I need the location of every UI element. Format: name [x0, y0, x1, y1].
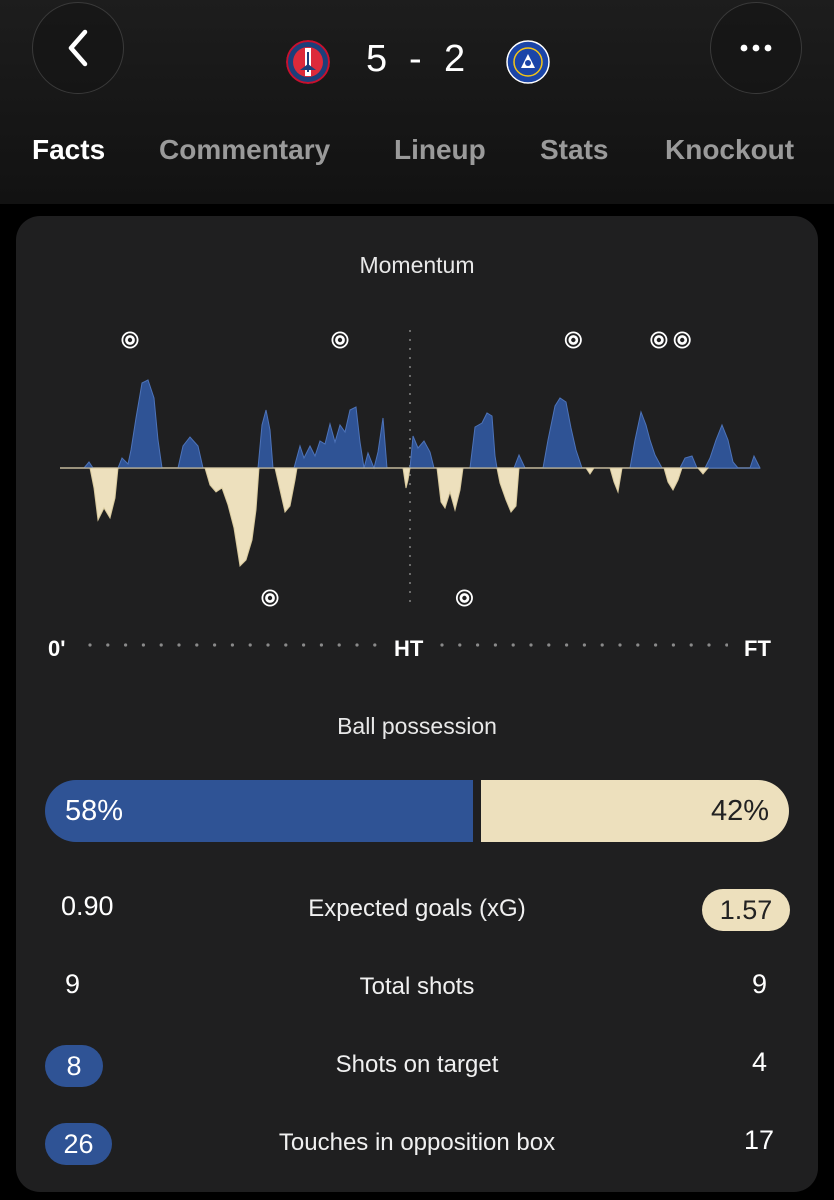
home-goal-football-icon	[650, 331, 668, 349]
tab-knockout[interactable]: Knockout	[665, 134, 795, 165]
possession-home-value: 58%	[65, 794, 124, 827]
chevron-left-icon	[68, 29, 88, 67]
away-score: 2	[444, 38, 467, 80]
home-score: 5	[366, 38, 389, 80]
possession-home-bar: 58%	[45, 780, 473, 842]
home-goal-football-icon	[564, 331, 582, 349]
more-horizontal-icon	[740, 44, 772, 52]
stat-label: Expected goals (xG)	[308, 895, 526, 922]
tab-facts[interactable]: Facts	[32, 134, 106, 165]
stat-home-value: 9	[65, 969, 81, 999]
tab-commentary[interactable]: Commentary	[159, 134, 331, 165]
match-header: 5 - 2 Facts Commentary Lineup Stats Knoc…	[0, 0, 834, 204]
possession-away-bar: 42%	[481, 780, 789, 842]
tab-lineup[interactable]: Lineup	[394, 134, 486, 165]
possession-away-value: 42%	[710, 794, 769, 827]
stat-away-value: 17	[744, 1125, 775, 1155]
away-goal-football-icon	[261, 589, 279, 607]
momentum-away-area	[60, 467, 710, 568]
stat-label: Touches in opposition box	[278, 1129, 556, 1156]
facts-card	[16, 216, 818, 1192]
chelsea-crest-icon	[506, 40, 550, 84]
possession-title: Ball possession	[337, 713, 497, 739]
stat-away-value: 9	[752, 969, 768, 999]
momentum-chart	[60, 330, 761, 608]
home-goal-football-icon	[121, 331, 139, 349]
home-goal-football-icon	[331, 331, 349, 349]
more-button[interactable]	[710, 2, 802, 94]
momentum-title: Momentum	[359, 252, 475, 278]
stat-label: Shots on target	[335, 1051, 499, 1078]
axis-dots-second-half	[440, 643, 728, 647]
back-button[interactable]	[32, 2, 124, 94]
axis-dots-first-half	[88, 643, 377, 647]
stat-label: Total shots	[359, 973, 475, 1000]
score-separator: -	[409, 38, 423, 80]
psg-crest-icon	[286, 40, 330, 84]
stat-row-total-shots: 9 Total shots 9	[0, 965, 834, 1011]
stat-away-value-highlight: 1.57	[702, 889, 790, 931]
stat-away-value: 4	[752, 1047, 768, 1077]
stat-row-xg: 0.90 Expected goals (xG) 1.57	[0, 887, 834, 933]
stat-home-value-highlight: 26	[45, 1123, 112, 1165]
tab-bar: Facts Commentary Lineup Stats Knockout	[0, 134, 834, 178]
axis-label-start: 0'	[48, 636, 66, 661]
axis-label-fulltime: FT	[744, 636, 771, 661]
axis-label-halftime: HT	[394, 636, 424, 661]
away-goal-football-icon	[455, 589, 473, 607]
stat-home-value-highlight: 8	[45, 1045, 103, 1087]
home-goal-football-icon	[673, 331, 691, 349]
tab-stats[interactable]: Stats	[540, 134, 609, 165]
stat-row-touches-opp-box: 26 Touches in opposition box 17	[0, 1121, 834, 1167]
stat-home-value: 0.90	[61, 891, 114, 921]
stat-row-shots-on-target: 8 Shots on target 4	[0, 1043, 834, 1089]
